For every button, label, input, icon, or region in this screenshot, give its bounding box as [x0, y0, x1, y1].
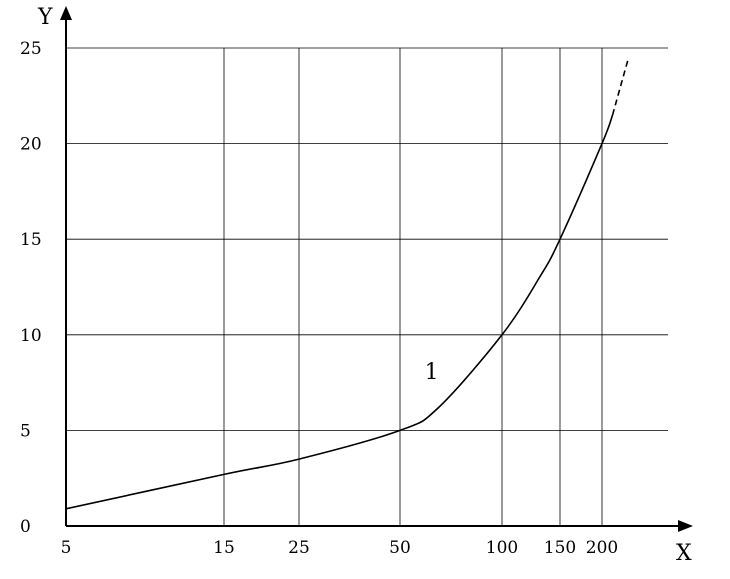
- x-tick-label: 5: [61, 538, 72, 558]
- x-tick-label: 15: [213, 538, 235, 558]
- x-tick-label: 200: [586, 538, 618, 558]
- y-tick-label: 20: [20, 135, 42, 155]
- x-tick-label: 100: [486, 538, 518, 558]
- y-tick-label: 15: [20, 230, 42, 250]
- x-tick-label: 50: [389, 538, 411, 558]
- y-tick-label: 0: [20, 517, 31, 537]
- x-axis-label: X: [676, 541, 692, 566]
- x-axis-arrow: [678, 520, 693, 532]
- axes: Y X: [37, 5, 693, 566]
- y-tick-label: 5: [20, 421, 31, 441]
- y-axis-arrow: [60, 6, 72, 20]
- annotations: 1: [425, 360, 439, 385]
- y-tick-label: 10: [20, 326, 42, 346]
- curve-1-line: [65, 114, 614, 510]
- tick-labels: 0 5 10 15 20 25 5 15 25 50 100 150 200: [20, 39, 618, 558]
- y-tick-label: 25: [20, 39, 42, 59]
- series: [65, 57, 630, 510]
- curve-label: 1: [425, 360, 439, 385]
- y-axis-label: Y: [37, 5, 53, 30]
- x-tick-label: 25: [288, 538, 310, 558]
- grid: [66, 47, 668, 526]
- x-tick-label: 150: [544, 538, 576, 558]
- curve-extrapolation-dashed: [611, 57, 630, 116]
